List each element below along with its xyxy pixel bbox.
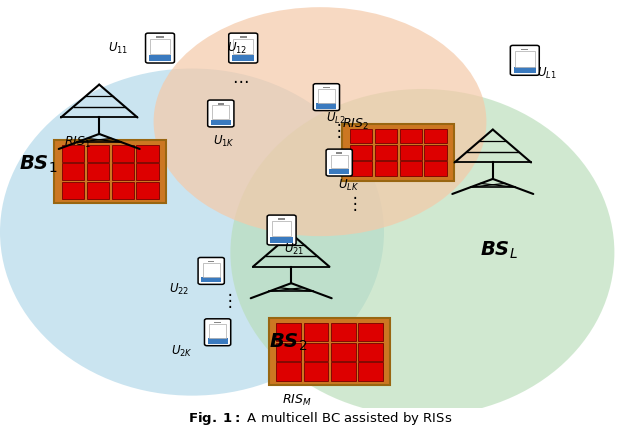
FancyBboxPatch shape — [205, 319, 231, 346]
Text: U$_{22}$: U$_{22}$ — [169, 282, 189, 296]
Bar — [330, 155, 348, 169]
Bar — [212, 106, 230, 120]
Text: $\mathbf{Fig.\ 1:}$ A multicell BC assisted by RISs: $\mathbf{Fig.\ 1:}$ A multicell BC assis… — [188, 409, 452, 426]
Bar — [375, 129, 397, 144]
Bar — [375, 162, 397, 177]
Ellipse shape — [230, 90, 614, 416]
FancyBboxPatch shape — [207, 101, 234, 128]
Bar — [375, 146, 397, 160]
Bar — [317, 104, 337, 109]
Ellipse shape — [154, 8, 486, 237]
Bar — [331, 343, 356, 361]
Text: RIS$_{1}$: RIS$_{1}$ — [64, 135, 91, 150]
Bar — [111, 182, 134, 199]
Bar — [350, 146, 372, 160]
Bar — [276, 343, 301, 361]
Bar — [272, 221, 291, 237]
Bar — [150, 40, 170, 55]
Bar — [111, 164, 134, 181]
Bar — [358, 323, 383, 341]
Bar — [136, 182, 159, 199]
Text: BS$_{1}$: BS$_{1}$ — [19, 153, 58, 174]
Bar — [323, 88, 330, 89]
FancyBboxPatch shape — [326, 150, 353, 177]
FancyBboxPatch shape — [267, 216, 296, 245]
Bar — [207, 339, 228, 344]
Bar — [239, 37, 247, 39]
Bar — [214, 322, 221, 323]
Bar — [62, 164, 84, 181]
Bar — [304, 362, 328, 381]
FancyBboxPatch shape — [314, 85, 339, 112]
Bar — [156, 37, 164, 39]
Bar — [87, 146, 109, 162]
Bar — [304, 323, 328, 341]
Text: U$_{21}$: U$_{21}$ — [284, 241, 305, 256]
FancyBboxPatch shape — [198, 258, 225, 285]
Text: ⋮: ⋮ — [347, 195, 364, 213]
Bar — [515, 52, 534, 68]
Text: ⋮: ⋮ — [222, 291, 239, 309]
Bar — [211, 120, 230, 125]
Text: BS$_{2}$: BS$_{2}$ — [269, 330, 307, 352]
Bar — [208, 261, 214, 262]
Text: ⋮: ⋮ — [331, 122, 348, 139]
Bar — [202, 263, 220, 277]
Bar — [424, 162, 447, 177]
Bar — [148, 56, 172, 62]
Bar — [276, 362, 301, 381]
Text: BS$_{L}$: BS$_{L}$ — [480, 239, 518, 260]
Bar — [304, 343, 328, 361]
Bar — [317, 90, 335, 104]
FancyBboxPatch shape — [145, 34, 175, 64]
Bar — [342, 125, 454, 181]
Bar — [54, 141, 166, 204]
Ellipse shape — [0, 69, 384, 396]
Bar — [270, 237, 293, 243]
Bar — [424, 146, 447, 160]
FancyBboxPatch shape — [510, 46, 540, 76]
Bar — [521, 49, 529, 51]
Bar — [400, 146, 422, 160]
Bar — [232, 56, 255, 62]
Bar — [87, 182, 109, 199]
Bar — [331, 323, 356, 341]
Bar — [358, 362, 383, 381]
Text: U$_{12}$: U$_{12}$ — [227, 41, 247, 56]
Bar — [330, 169, 349, 174]
Bar — [350, 162, 372, 177]
Text: RIS$_{2}$: RIS$_{2}$ — [342, 116, 369, 132]
Bar — [513, 68, 536, 74]
Text: U$_{L1}$: U$_{L1}$ — [538, 65, 557, 80]
Bar — [62, 182, 84, 199]
Bar — [136, 146, 159, 162]
Text: U$_{11}$: U$_{11}$ — [108, 41, 129, 56]
Text: U$_{1K}$: U$_{1K}$ — [213, 134, 235, 149]
Bar — [111, 146, 134, 162]
Bar — [136, 164, 159, 181]
Text: RIS$_{M}$: RIS$_{M}$ — [282, 391, 311, 407]
Bar — [218, 104, 224, 105]
Bar — [336, 153, 342, 154]
Bar — [276, 323, 301, 341]
Text: ⋯: ⋯ — [232, 72, 248, 91]
Text: U$_{L2}$: U$_{L2}$ — [326, 110, 346, 125]
Bar — [358, 343, 383, 361]
Text: U$_{LK}$: U$_{LK}$ — [338, 178, 360, 193]
Bar — [350, 129, 372, 144]
Bar — [278, 219, 285, 220]
Bar — [234, 40, 253, 55]
Bar — [62, 146, 84, 162]
Bar — [424, 129, 447, 144]
Bar — [400, 162, 422, 177]
Bar — [269, 318, 390, 385]
Bar — [201, 277, 221, 283]
Bar — [209, 325, 227, 338]
Bar — [87, 164, 109, 181]
Bar — [400, 129, 422, 144]
Bar — [331, 362, 356, 381]
FancyBboxPatch shape — [228, 34, 258, 64]
Text: U$_{2K}$: U$_{2K}$ — [172, 343, 193, 358]
